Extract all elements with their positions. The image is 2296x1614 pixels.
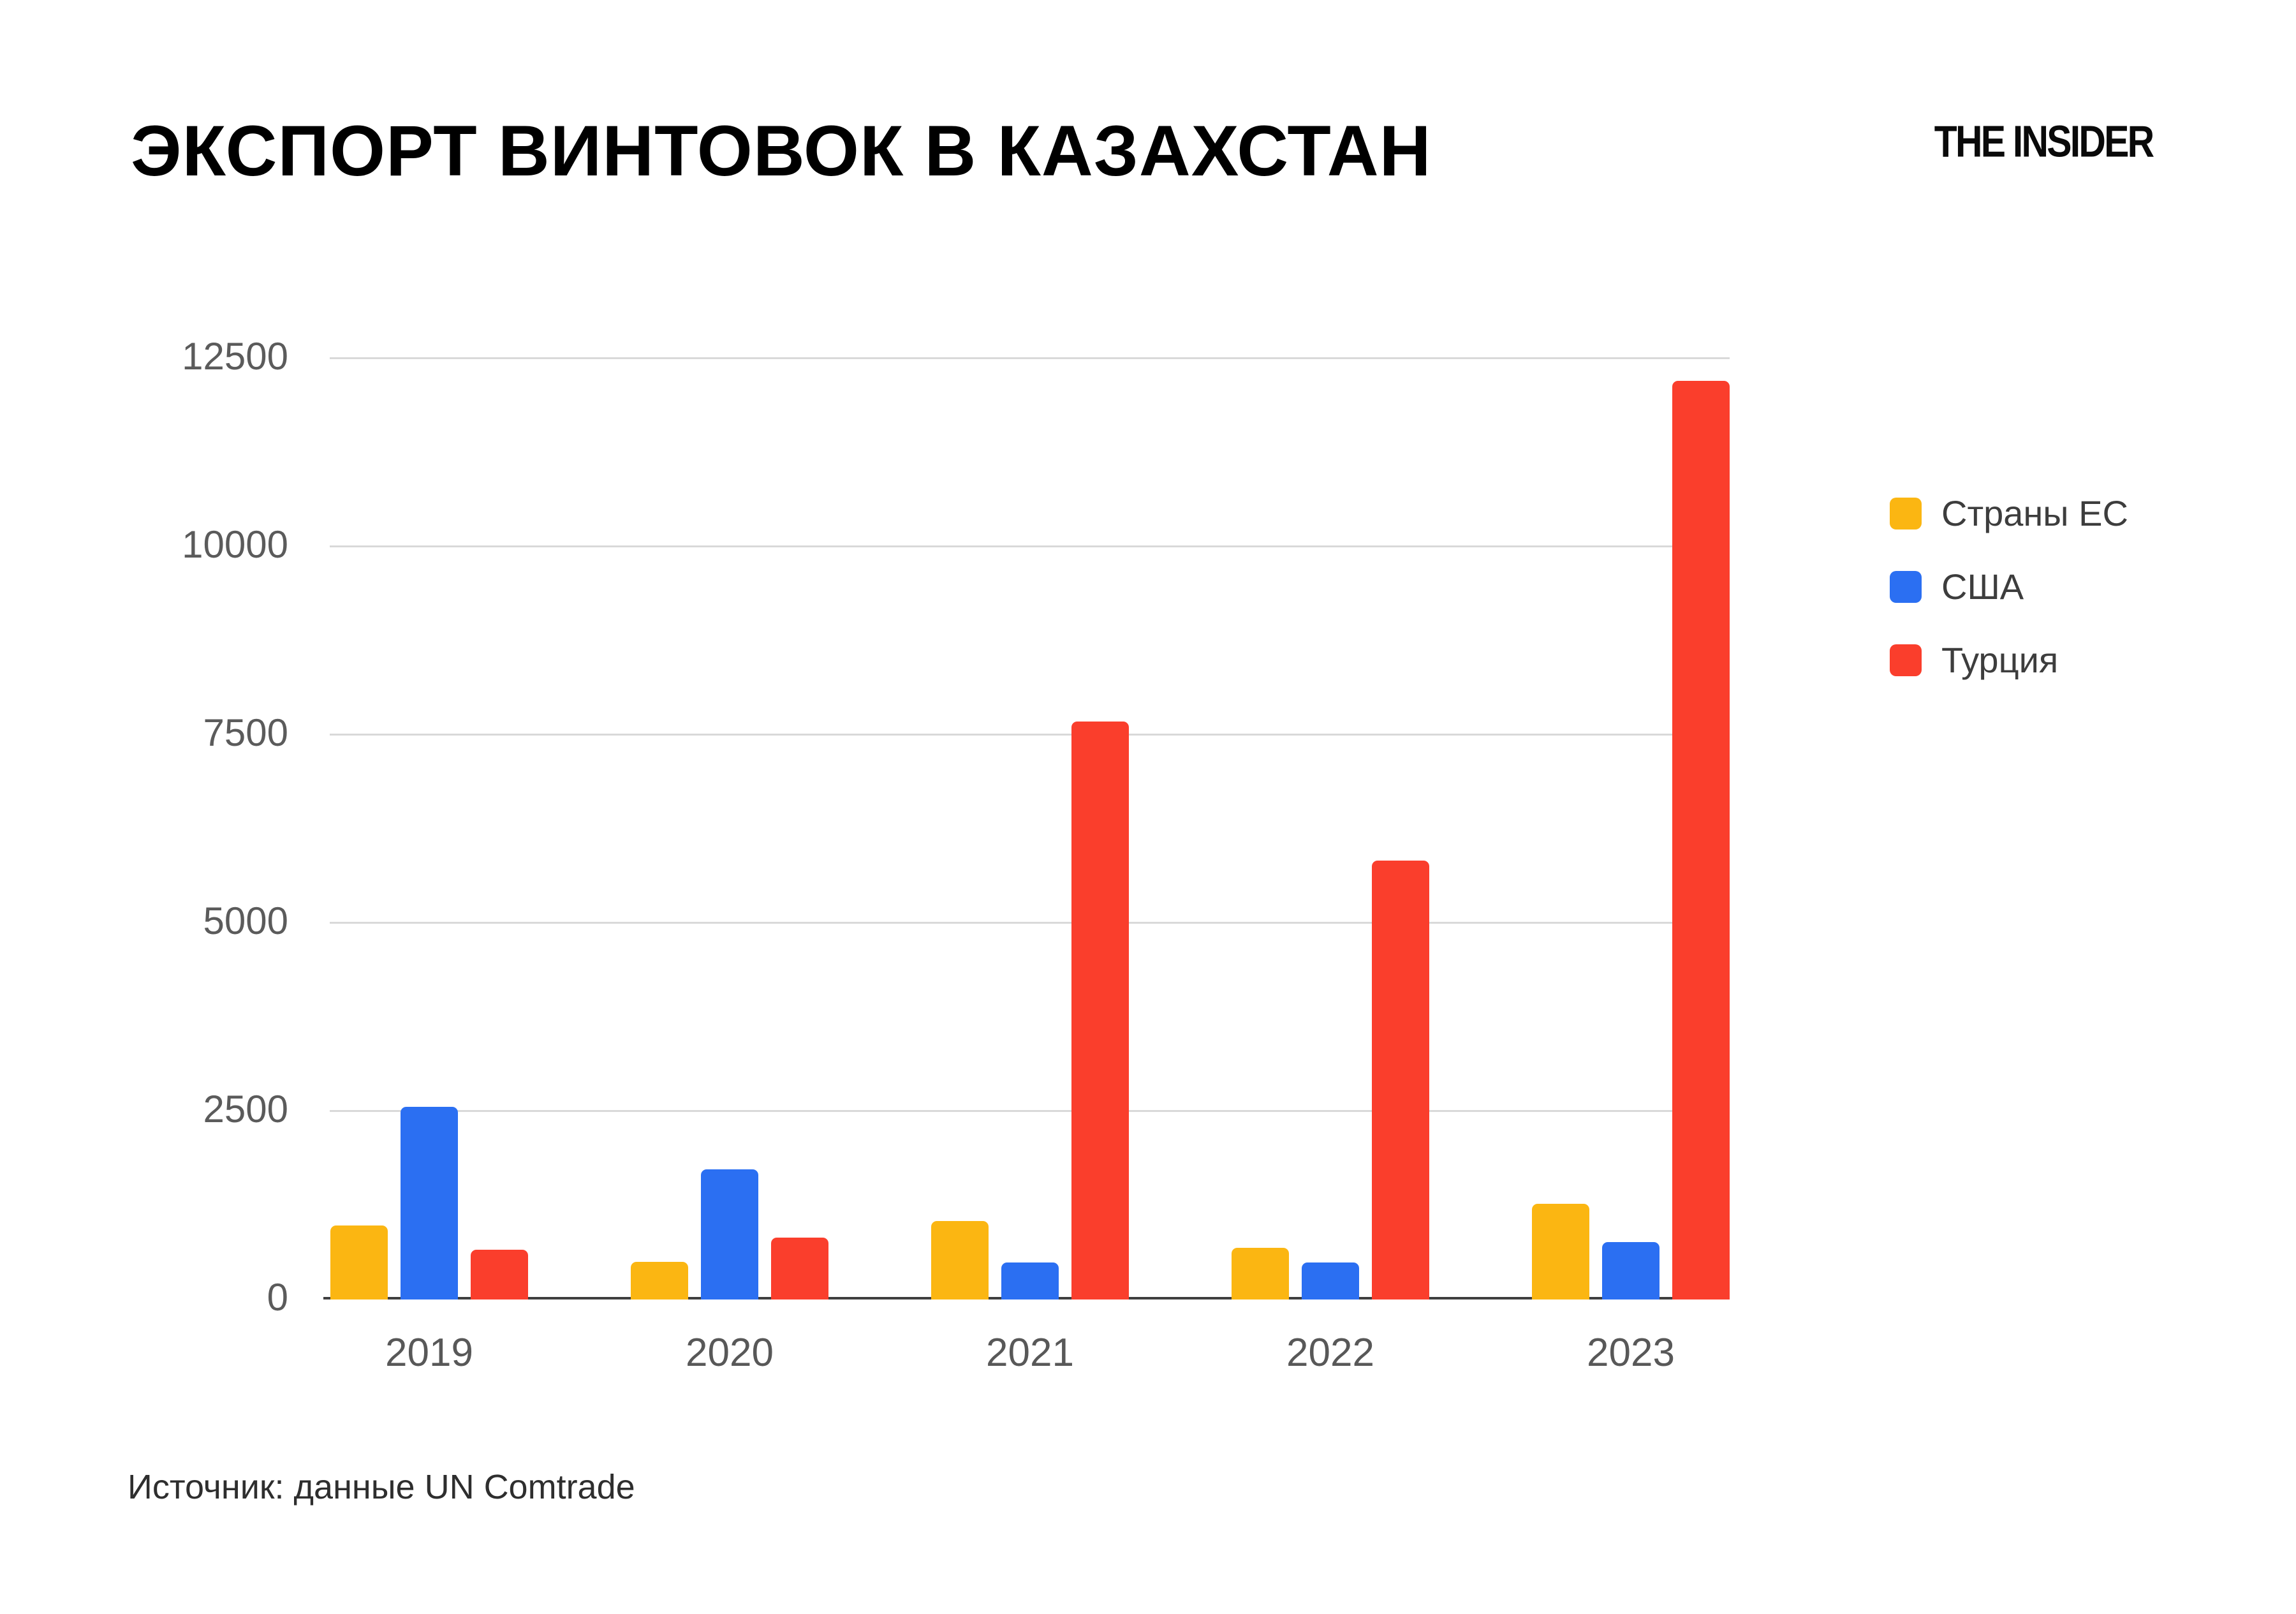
bar-2021-series-0 bbox=[931, 1221, 989, 1299]
gridline-12500 bbox=[330, 357, 1730, 359]
x-tick-label-2021: 2021 bbox=[986, 1331, 1074, 1375]
legend-swatch-icon bbox=[1890, 644, 1922, 676]
gridline-7500 bbox=[330, 734, 1730, 736]
bar-2020-series-1 bbox=[701, 1169, 758, 1299]
gridline-5000 bbox=[330, 922, 1730, 924]
gridline-10000 bbox=[330, 545, 1730, 547]
legend-item-1: США bbox=[1890, 569, 2128, 605]
legend-swatch-icon bbox=[1890, 498, 1922, 529]
bar-2023-series-0 bbox=[1532, 1204, 1589, 1299]
y-tick-label-0: 0 bbox=[267, 1276, 288, 1319]
bar-2021-series-2 bbox=[1071, 722, 1129, 1299]
y-tick-label-12500: 12500 bbox=[182, 335, 288, 378]
bar-2023-series-2 bbox=[1672, 381, 1730, 1299]
bar-2019-series-1 bbox=[401, 1107, 458, 1299]
legend-label: Турция bbox=[1941, 640, 2059, 680]
legend-label: Страны ЕС bbox=[1941, 493, 2128, 533]
y-tick-label-5000: 5000 bbox=[203, 900, 288, 942]
x-tick-label-2020: 2020 bbox=[686, 1331, 774, 1375]
y-tick-label-10000: 10000 bbox=[182, 523, 288, 566]
bar-2023-series-1 bbox=[1602, 1242, 1659, 1299]
legend-item-2: Турция bbox=[1890, 642, 2128, 678]
bar-2022-series-1 bbox=[1302, 1262, 1359, 1299]
y-tick-label-7500: 7500 bbox=[203, 711, 288, 754]
legend-item-0: Страны ЕС bbox=[1890, 496, 2128, 531]
source-note: Источник: данные UN Comtrade bbox=[128, 1468, 635, 1506]
bar-2019-series-2 bbox=[471, 1250, 528, 1299]
x-tick-label-2019: 2019 bbox=[385, 1331, 473, 1375]
gridline-2500 bbox=[330, 1110, 1730, 1112]
plot-area bbox=[323, 304, 1730, 1299]
x-tick-label-2023: 2023 bbox=[1587, 1331, 1675, 1375]
legend-swatch-icon bbox=[1890, 571, 1922, 603]
y-tick-label-2500: 2500 bbox=[203, 1088, 288, 1130]
x-tick-label-2022: 2022 bbox=[1286, 1331, 1374, 1375]
legend: Страны ЕС США Турция bbox=[1890, 496, 2128, 716]
bar-2020-series-2 bbox=[771, 1238, 828, 1299]
bar-2019-series-0 bbox=[330, 1225, 388, 1299]
bar-2022-series-0 bbox=[1232, 1248, 1289, 1299]
legend-label: США bbox=[1941, 566, 2024, 607]
bar-2020-series-0 bbox=[631, 1262, 688, 1299]
bar-2022-series-2 bbox=[1372, 861, 1429, 1299]
bar-2021-series-1 bbox=[1001, 1262, 1059, 1299]
page-title: ЭКСПОРТ ВИНТОВОК В КАЗАХСТАН bbox=[131, 111, 1432, 191]
brand-logo: THE INSIDER bbox=[1934, 117, 2154, 167]
